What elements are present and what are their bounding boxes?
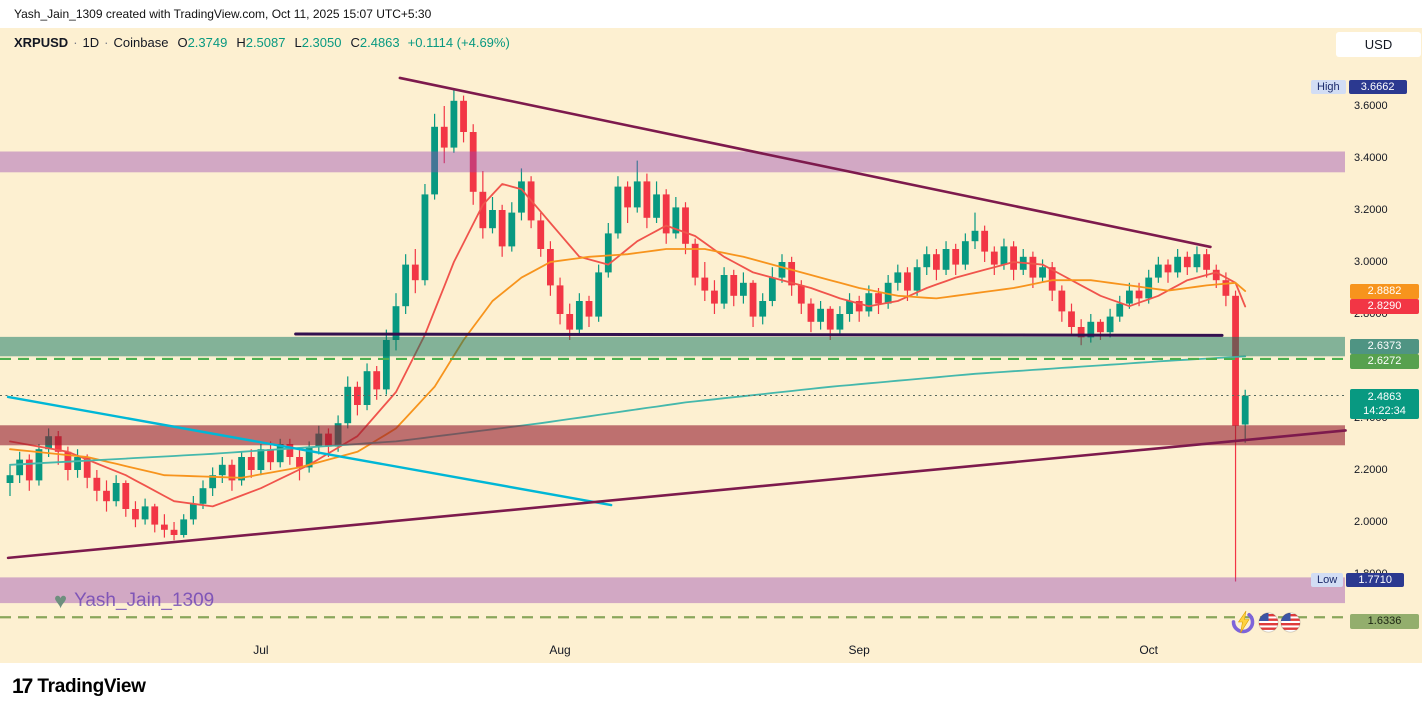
currency-label: USD xyxy=(1364,37,1393,52)
interval-label: 1D xyxy=(82,35,100,50)
close-value: 2.4863 xyxy=(359,35,400,50)
price-tick-3.6000: 3.6000 xyxy=(1354,100,1388,112)
time-tick-Jul: Jul xyxy=(253,643,269,657)
low-price-label: Low 1.7710 xyxy=(1311,572,1405,587)
price-tick-3.2000: 3.2000 xyxy=(1354,204,1388,216)
legend-separator: · xyxy=(104,35,109,50)
symbol-name: XRPUSD xyxy=(14,35,69,50)
price-tick-3.0000: 3.0000 xyxy=(1354,256,1388,268)
footer-bar: 17 TradingView xyxy=(0,663,1422,723)
low-value: 2.3050 xyxy=(301,35,342,50)
attribution-bar: Yash_Jain_1309 created with TradingView.… xyxy=(0,0,1422,28)
time-axis[interactable]: Jul Aug Sep Oct xyxy=(0,638,1346,663)
watermark-text: Yash_Jain_1309 xyxy=(74,590,215,611)
price-axis[interactable]: 3.60003.40003.20003.00002.80002.60002.40… xyxy=(1349,28,1422,638)
time-tick-Oct: Oct xyxy=(1139,643,1159,657)
dizzy-lightning-sticker[interactable] xyxy=(1229,608,1257,636)
high-value: 2.5087 xyxy=(245,35,286,50)
ma-red-price-badge: 2.8290 xyxy=(1350,298,1419,314)
symbol-legend: XRPUSD · 1D · Coinbase O2.3749 H2.5087 L2.3050 C… xyxy=(14,35,510,50)
high-price-label-chip: High xyxy=(1311,79,1346,94)
change-value: +0.1114 (+4.69%) xyxy=(407,35,510,50)
time-tick-Aug: Aug xyxy=(549,643,571,657)
high-pair: H2.5087 xyxy=(236,35,286,50)
price-tick-2.0000: 2.0000 xyxy=(1354,516,1388,528)
ma-orange-price-badge: 2.8882 xyxy=(1350,283,1419,299)
last-price-badge-value: 2.4863 xyxy=(1367,390,1402,403)
price-tick-2.2000: 2.2000 xyxy=(1354,464,1388,476)
close-pair: C2.4863 xyxy=(350,35,400,50)
tradingview-logo[interactable]: 17 TradingView xyxy=(12,676,146,697)
open-pair: O2.3749 xyxy=(177,35,228,50)
exchange-label: Coinbase xyxy=(113,35,169,50)
heart-icon: ♥ xyxy=(54,588,68,613)
time-tick-Sep: Sep xyxy=(848,643,870,657)
low-price-label-chip: Low xyxy=(1311,572,1344,587)
last-price-badge: 2.4863 14:22:34 xyxy=(1350,388,1419,419)
currency-selector-button[interactable]: USD xyxy=(1336,32,1421,57)
low-price-label-value: 1.7710 xyxy=(1346,572,1405,587)
open-value: 2.3749 xyxy=(187,35,228,50)
high-price-label-value: 3.6662 xyxy=(1348,79,1407,94)
support-green-price-badge: 2.6272 xyxy=(1350,354,1419,370)
legend-separator: · xyxy=(73,35,78,50)
us-flag-sticker-2[interactable] xyxy=(1280,612,1301,633)
high-price-label: High 3.6662 xyxy=(1311,79,1407,94)
tradingview-logo-text: TradingView xyxy=(37,676,146,697)
last-price-badge-countdown: 14:22:34 xyxy=(1363,404,1406,417)
watermark: ♥ Yash_Jain_1309 xyxy=(54,590,214,612)
lower-green-price-badge: 1.6336 xyxy=(1350,613,1419,629)
attribution-text: Yash_Jain_1309 created with TradingView.… xyxy=(14,7,432,21)
price-tick-3.4000: 3.4000 xyxy=(1354,152,1388,164)
zone-teal-price-badge: 2.6373 xyxy=(1350,338,1419,354)
tradingview-logo-icon: 17 xyxy=(12,675,33,698)
us-flag-sticker-1[interactable] xyxy=(1258,612,1279,633)
low-pair: L2.3050 xyxy=(294,35,342,50)
